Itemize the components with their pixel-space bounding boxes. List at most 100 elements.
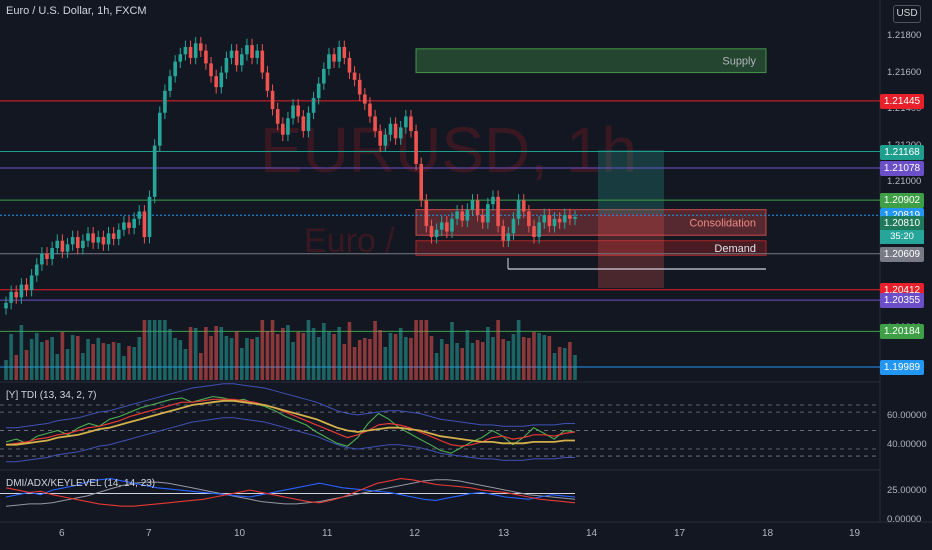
volume-bar bbox=[40, 342, 44, 380]
volume-bar bbox=[388, 333, 393, 380]
candle-body bbox=[562, 215, 567, 223]
candle-body bbox=[229, 50, 234, 58]
volume-bar bbox=[229, 338, 234, 380]
level-price-tag: 1.21078 bbox=[880, 160, 924, 176]
candle-body bbox=[475, 200, 480, 216]
candle-body bbox=[214, 76, 218, 88]
watermark-name: Euro / bbox=[304, 222, 395, 260]
candle-body bbox=[542, 215, 547, 223]
candle-body bbox=[532, 226, 536, 238]
candle-body bbox=[286, 118, 290, 135]
candle-body bbox=[332, 54, 336, 62]
zone-consolidation bbox=[415, 209, 767, 236]
candle-body bbox=[224, 57, 229, 73]
zone-label: Demand bbox=[714, 243, 756, 255]
candle-body bbox=[173, 61, 177, 77]
candle-body bbox=[573, 216, 577, 219]
volume-bar bbox=[434, 353, 439, 380]
volume-bar bbox=[316, 337, 321, 380]
candle-body bbox=[378, 131, 383, 146]
tdi-baseline bbox=[6, 399, 575, 446]
volume-bar bbox=[19, 325, 24, 380]
candle-body bbox=[70, 237, 75, 245]
candle-body bbox=[14, 291, 19, 298]
volume-bar bbox=[537, 333, 541, 380]
candle-body bbox=[388, 123, 393, 135]
candle-body bbox=[291, 105, 295, 119]
volume-bar bbox=[70, 335, 75, 380]
tdi-signal-line bbox=[5, 398, 576, 447]
volume-bar bbox=[296, 332, 300, 380]
indicator-2-tick: 25.00000 bbox=[887, 485, 927, 497]
volume-bar bbox=[368, 339, 372, 380]
candle-body bbox=[137, 211, 142, 219]
tdi-lower-band bbox=[6, 417, 575, 463]
tdi-rsi-line bbox=[5, 395, 576, 454]
volume-bar bbox=[14, 355, 19, 380]
volume-bar bbox=[424, 320, 429, 380]
level-price-tag: 1.20184 bbox=[880, 324, 924, 340]
indicator-1-label: [Y] TDI (13, 34, 2, 7) bbox=[6, 390, 97, 401]
candle-body bbox=[547, 215, 552, 227]
x-tick-label: 12 bbox=[409, 528, 421, 539]
volume-bar bbox=[9, 334, 13, 380]
volume-bar bbox=[111, 342, 116, 380]
candles bbox=[4, 36, 577, 380]
volume-bar bbox=[81, 353, 85, 380]
candle-body bbox=[19, 284, 24, 298]
candle-body bbox=[234, 50, 239, 66]
volume-bar bbox=[147, 320, 152, 380]
price-tick-label: 1.21800 bbox=[887, 30, 922, 41]
volume-bar bbox=[337, 327, 341, 380]
zone-label: Consolidation bbox=[689, 217, 756, 229]
candle-body bbox=[491, 196, 495, 205]
volume-bar bbox=[137, 337, 142, 380]
volume-bar bbox=[101, 343, 106, 380]
candle-body bbox=[55, 240, 60, 249]
volume-bar bbox=[50, 337, 54, 380]
volume-bar bbox=[122, 356, 126, 380]
volume-bar bbox=[404, 337, 408, 380]
volume-bar bbox=[414, 320, 418, 380]
volume-bar bbox=[75, 336, 80, 380]
volume-bar bbox=[245, 338, 249, 380]
x-tick-label: 17 bbox=[674, 528, 686, 539]
x-tick-label: 13 bbox=[498, 528, 510, 539]
candle-body bbox=[363, 94, 367, 104]
candle-body bbox=[270, 90, 275, 110]
level-price-tag: 1.20355 bbox=[880, 293, 924, 309]
volume-bar bbox=[260, 320, 265, 380]
zone-label: Supply bbox=[722, 56, 756, 68]
candle-body bbox=[368, 103, 372, 117]
level-price-tag: 1.20902 bbox=[880, 193, 924, 209]
volume-bar bbox=[516, 320, 521, 380]
candle-body bbox=[480, 215, 485, 223]
indicator-2-label: DMI/ADX/KEYLEVEL (14, 14, 23) bbox=[6, 478, 156, 489]
volume-bar bbox=[383, 347, 388, 380]
volume-bar bbox=[496, 320, 500, 380]
candle-body bbox=[24, 284, 29, 291]
candle-body bbox=[34, 264, 39, 276]
level-price-tag: 1.21445 bbox=[880, 93, 924, 109]
volume-bar bbox=[152, 320, 157, 380]
volume-bar bbox=[188, 327, 193, 380]
volume-bar bbox=[168, 329, 172, 380]
candle-body bbox=[29, 275, 34, 291]
candle-body bbox=[393, 123, 398, 139]
candle-body bbox=[157, 112, 162, 146]
volume-bar bbox=[106, 344, 111, 380]
candle-body bbox=[424, 200, 429, 227]
volume-bar bbox=[178, 340, 183, 380]
volume-bar bbox=[183, 349, 188, 380]
volume-bar bbox=[486, 327, 490, 380]
candle-body bbox=[465, 209, 470, 221]
volume-bar bbox=[60, 332, 65, 380]
currency-button[interactable]: USD bbox=[893, 5, 921, 23]
minus-di-line bbox=[5, 478, 576, 507]
volume-bar bbox=[4, 360, 8, 380]
candle-body bbox=[198, 43, 203, 51]
candle-body bbox=[209, 63, 213, 77]
candle-body bbox=[245, 45, 249, 55]
candle-body bbox=[255, 50, 259, 58]
